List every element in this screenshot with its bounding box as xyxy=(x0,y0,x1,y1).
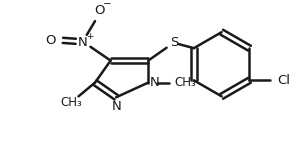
Text: S: S xyxy=(170,36,178,49)
Text: CH₃: CH₃ xyxy=(175,76,197,89)
Text: N: N xyxy=(78,36,88,49)
Text: O: O xyxy=(94,4,105,17)
Text: CH₃: CH₃ xyxy=(60,96,82,109)
Text: N: N xyxy=(111,100,121,113)
Text: O: O xyxy=(46,34,56,47)
Text: N: N xyxy=(150,76,160,89)
Text: Cl: Cl xyxy=(277,74,290,87)
Text: +: + xyxy=(86,32,93,41)
Text: −: − xyxy=(102,0,111,9)
